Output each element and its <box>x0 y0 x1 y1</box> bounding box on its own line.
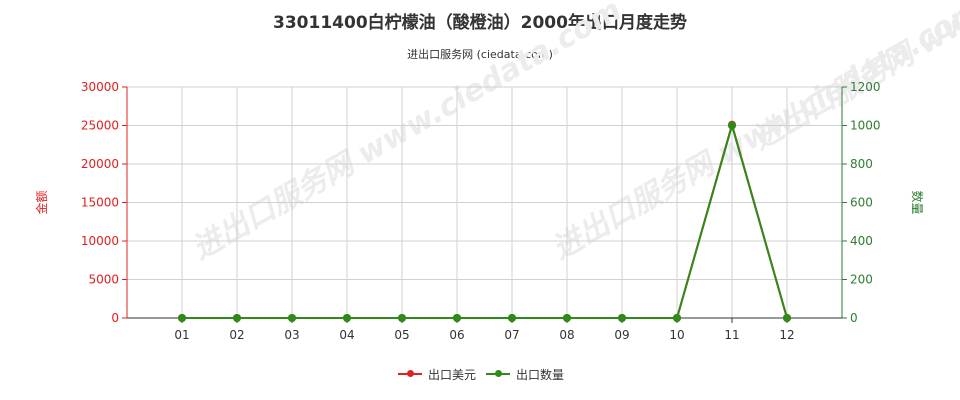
grid-lines <box>127 86 842 319</box>
right-tick-label: 400 <box>850 234 873 248</box>
series-line-1 <box>182 121 788 319</box>
series-1-point-09 <box>618 314 626 322</box>
series-1-point-04 <box>343 314 351 322</box>
x-tick-label: 03 <box>284 328 299 342</box>
right-tick-label: 800 <box>850 157 873 171</box>
x-tick-label: 08 <box>559 328 574 342</box>
left-tick-label: 10000 <box>81 234 119 248</box>
legend-qty-label: 出口数量 <box>516 368 565 382</box>
left-tick-label: 20000 <box>81 157 119 171</box>
chart-subtitle: 进出口服务网 (ciedata.com) <box>407 48 553 61</box>
series-1-point-01 <box>178 314 186 322</box>
legend-usd-label: 出口美元 <box>428 368 477 382</box>
left-axis-label: 金额 <box>34 190 49 214</box>
left-tick-label: 25000 <box>81 119 119 133</box>
watermark-layer: 进出口服务网 www.ciedata.com 进出口服务网 www.ciedata… <box>187 0 960 267</box>
x-tick-label: 05 <box>394 328 409 342</box>
right-tick-label: 600 <box>850 196 873 210</box>
series-1-point-06 <box>453 314 461 322</box>
series-1-point-10 <box>673 314 681 322</box>
right-axis-label: 数量 <box>910 190 925 214</box>
left-tick-label: 5000 <box>88 273 119 287</box>
series-1-point-02 <box>233 314 241 322</box>
x-tick-label: 10 <box>669 328 684 342</box>
x-tick-label: 11 <box>724 328 739 342</box>
watermark-text: 进出口服务网 www.ciedata.com <box>747 0 960 157</box>
x-tick-label: 09 <box>614 328 629 342</box>
series-1-point-12 <box>783 314 791 322</box>
series-1-point-08 <box>563 314 571 322</box>
x-tick-label: 07 <box>504 328 519 342</box>
chart-title: 33011400白柠檬油（酸橙油）2000年出口月度走势 <box>273 13 687 33</box>
left-tick-label: 30000 <box>81 80 119 94</box>
right-tick-label: 0 <box>850 311 858 325</box>
x-tick-label: 06 <box>449 328 464 342</box>
right-tick-label: 200 <box>850 273 873 287</box>
legend-qty-marker <box>495 370 502 377</box>
series-1-point-11 <box>728 121 736 130</box>
legend-usd-marker <box>407 370 414 377</box>
right-tick-label: 1000 <box>850 119 881 133</box>
watermark-text: 进出口服务网 www.ciedata.com <box>187 0 628 267</box>
x-tick-label: 02 <box>229 328 244 342</box>
series-layer <box>178 120 791 322</box>
series-1-point-05 <box>398 314 406 322</box>
right-tick-label: 1200 <box>850 80 881 94</box>
left-tick-label: 15000 <box>81 196 119 210</box>
series-1-point-03 <box>288 314 296 322</box>
x-tick-label: 01 <box>174 328 189 342</box>
x-tick-label: 04 <box>339 328 354 342</box>
x-tick-label: 12 <box>779 328 794 342</box>
series-1-point-07 <box>508 314 516 322</box>
left-tick-label: 0 <box>111 311 119 325</box>
